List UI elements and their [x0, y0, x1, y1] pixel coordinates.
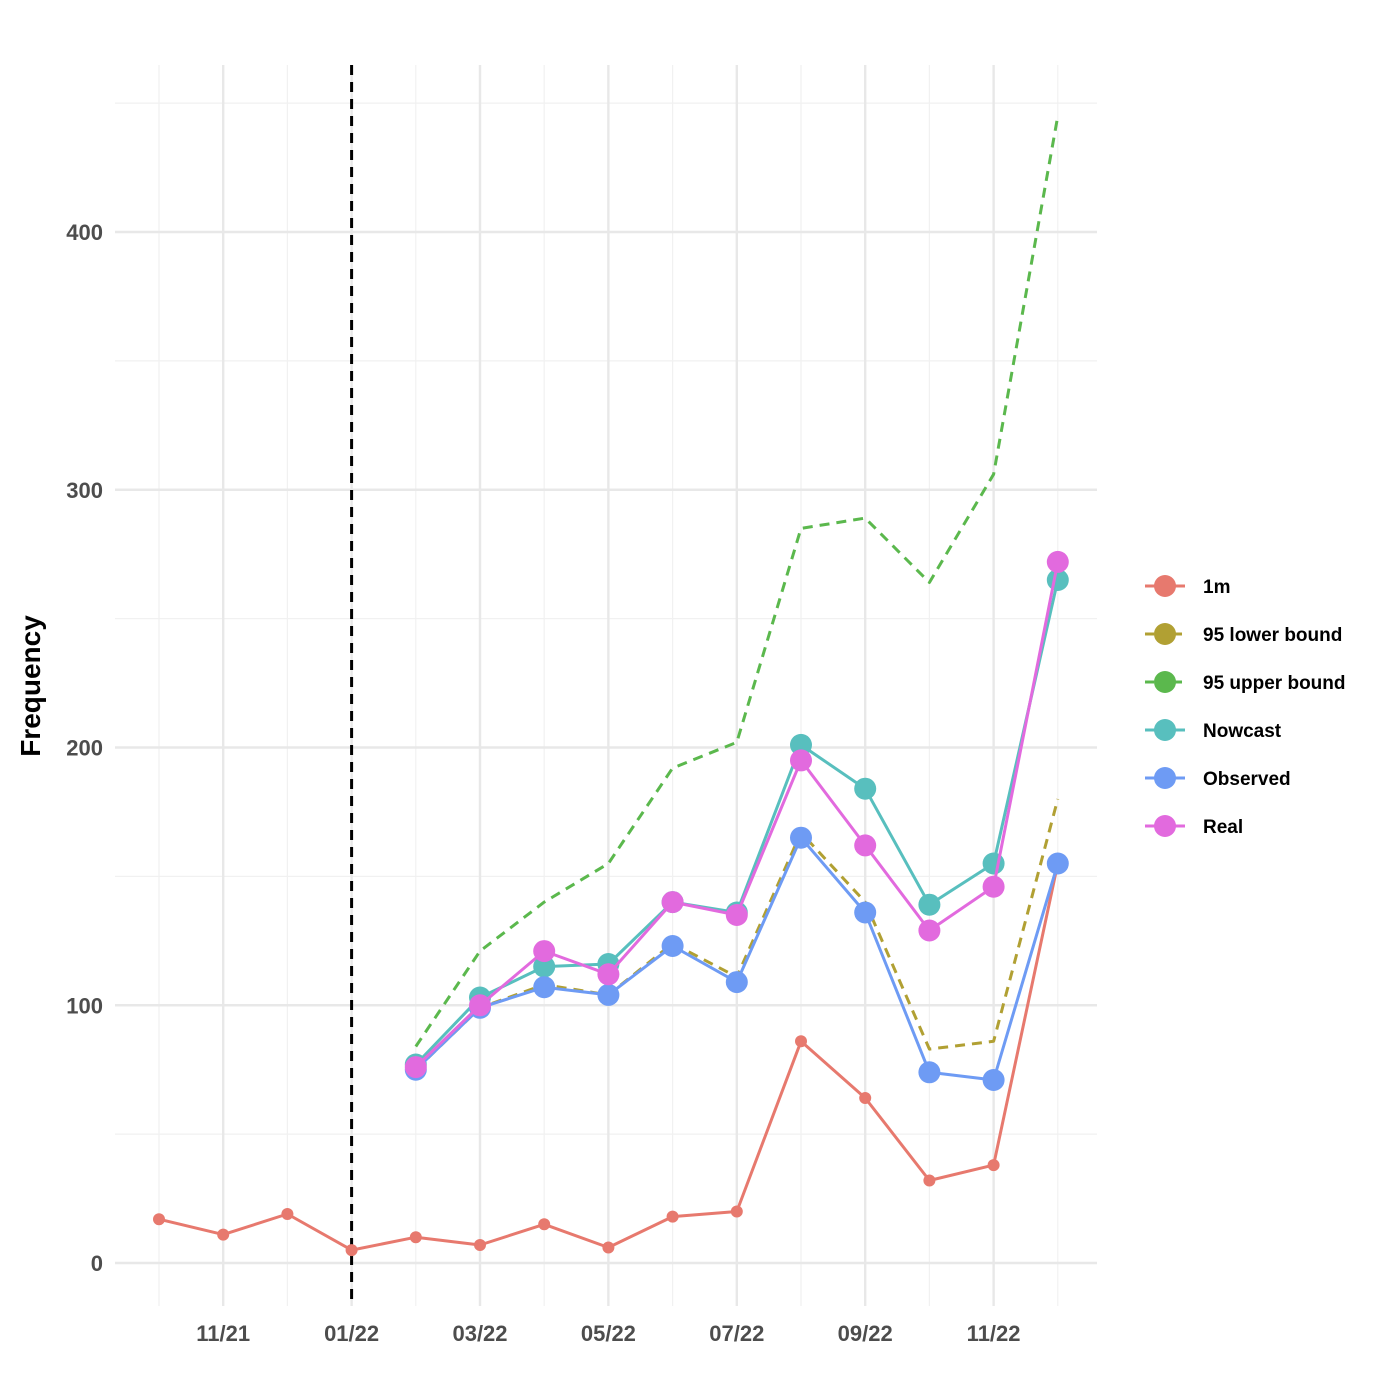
x-tick-label: 11/22 — [967, 1321, 1021, 1346]
data-point-nowcast — [790, 733, 812, 756]
x-tick-label: 05/22 — [581, 1321, 636, 1346]
series-observed — [404, 826, 1069, 1091]
y-tick-label: 100 — [66, 993, 103, 1018]
legend-item-observed: Observed — [1145, 767, 1291, 790]
y-tick-label: 200 — [66, 736, 103, 761]
series-1m — [153, 857, 1064, 1257]
axes: 0 100 200 300 400 11/21 01/22 03/22 05/22 07/22 09… — [66, 220, 1020, 1346]
data-point-real — [404, 1056, 427, 1079]
legend-key-marker — [1154, 575, 1176, 597]
data-point-1m — [666, 1210, 679, 1223]
y-tick-label: 0 — [91, 1251, 103, 1276]
data-point-observed — [533, 976, 556, 999]
series-line-95-upper-bound — [414, 115, 1060, 1048]
legend-key-marker — [1154, 815, 1176, 837]
data-point-1m — [859, 1092, 872, 1104]
legend-label: Nowcast — [1203, 721, 1282, 742]
data-point-real — [661, 891, 684, 914]
x-tick-label: 03/22 — [452, 1321, 507, 1346]
data-point-real — [1046, 550, 1069, 573]
data-point-1m — [281, 1208, 294, 1220]
data-point-1m — [602, 1241, 615, 1254]
legend: 1m 95 lower bound 95 upper bound Nowcast Obs… — [1145, 575, 1346, 838]
data-point-real — [790, 749, 812, 772]
data-point-real — [725, 904, 748, 926]
x-tick-label: 09/22 — [838, 1321, 893, 1346]
data-point-1m — [730, 1205, 743, 1218]
legend-item-95-upper-bound: 95 upper bound — [1145, 671, 1346, 694]
y-tick-label: 400 — [66, 220, 103, 245]
data-point-1m — [923, 1174, 936, 1187]
data-point-observed — [661, 935, 684, 957]
legend-item-real: Real — [1145, 815, 1243, 838]
data-point-1m — [153, 1213, 165, 1226]
data-point-real — [982, 875, 1005, 898]
legend-label: Observed — [1203, 769, 1291, 790]
series-real — [404, 550, 1069, 1079]
data-point-real — [533, 940, 556, 963]
data-point-nowcast — [982, 852, 1005, 875]
data-point-1m — [345, 1244, 358, 1257]
legend-item-1m: 1m — [1145, 575, 1230, 598]
data-point-1m — [795, 1035, 807, 1048]
y-axis-title: Frequency — [15, 615, 46, 757]
series-95-upper-bound — [414, 115, 1060, 1048]
legend-label: 1m — [1203, 577, 1230, 598]
series-layer — [153, 115, 1069, 1257]
data-point-real — [918, 919, 941, 942]
data-point-observed — [1046, 852, 1069, 875]
legend-key-marker — [1154, 719, 1176, 741]
x-tick-label: 11/21 — [196, 1321, 250, 1346]
legend-key-marker — [1154, 623, 1176, 645]
legend-label: 95 lower bound — [1203, 625, 1342, 646]
data-point-observed — [918, 1061, 941, 1084]
data-point-1m — [409, 1231, 422, 1244]
data-point-observed — [854, 901, 877, 924]
data-point-observed — [725, 971, 748, 994]
data-point-observed — [597, 983, 620, 1006]
legend-key-marker — [1154, 767, 1176, 789]
data-point-nowcast — [918, 893, 941, 916]
legend-item-nowcast: Nowcast — [1145, 719, 1282, 742]
data-point-real — [854, 834, 877, 857]
data-point-observed — [790, 826, 812, 849]
data-point-real — [469, 994, 491, 1017]
data-point-nowcast — [533, 955, 556, 978]
data-point-observed — [982, 1069, 1005, 1091]
data-point-real — [597, 963, 620, 986]
y-tick-label: 300 — [66, 478, 103, 503]
legend-label: Real — [1203, 817, 1243, 838]
x-tick-label: 07/22 — [709, 1321, 764, 1346]
x-tick-label: 01/22 — [324, 1321, 379, 1346]
grid — [115, 65, 1097, 1306]
data-point-1m — [538, 1218, 551, 1231]
legend-key-marker — [1154, 671, 1176, 693]
data-point-1m — [987, 1159, 1000, 1172]
data-point-nowcast — [854, 777, 877, 800]
data-point-1m — [474, 1239, 486, 1251]
data-point-1m — [217, 1228, 230, 1241]
legend-item-95-lower-bound: 95 lower bound — [1145, 623, 1342, 646]
legend-label: 95 upper bound — [1203, 673, 1346, 694]
